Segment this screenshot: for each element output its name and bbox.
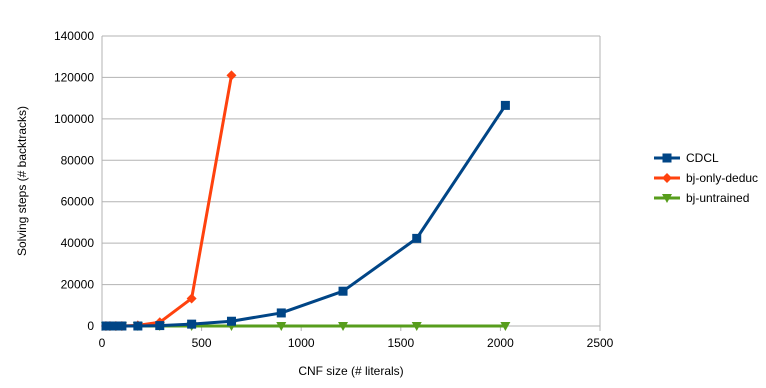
grid-lines <box>102 35 600 327</box>
point-cdcl-3 <box>117 321 127 331</box>
point-bj-untrained-11 <box>500 322 511 331</box>
y-axis-title: Solving steps (# backtracks) <box>15 106 29 256</box>
point-cdcl-9 <box>338 286 348 296</box>
series-bj-only-deduc <box>100 70 237 331</box>
y-tick-label-100000: 100000 <box>54 112 94 126</box>
point-bj-untrained-9 <box>338 322 349 331</box>
legend-item-bj-only-deduc: bj-only-deduc <box>654 171 758 185</box>
legend: CDCL bj-only-deduc bj-untrained <box>654 151 758 205</box>
point-cdcl-1 <box>105 321 115 331</box>
series-line-bj-only-deduc <box>105 75 233 328</box>
point-cdcl-11 <box>500 100 510 110</box>
legend-marker-bj-only-deduc <box>662 173 672 183</box>
legend-label-bj-only-deduc: bj-only-deduc <box>686 171 758 185</box>
y-tick-label-20000: 20000 <box>61 278 95 292</box>
legend-marker-bj-untrained <box>662 194 672 203</box>
point-cdcl-6 <box>187 319 197 329</box>
y-tick-label-80000: 80000 <box>61 153 95 167</box>
series-line-cdcl <box>105 104 507 328</box>
point-cdcl-7 <box>226 316 236 326</box>
point-cdcl-10 <box>412 233 422 243</box>
tick-labels: 0 20000 40000 60000 80000 100000 120000 140000 0… <box>54 29 614 350</box>
point-cdcl-8 <box>276 308 286 318</box>
y-tick-label-40000: 40000 <box>61 236 95 250</box>
legend-item-cdcl: CDCL <box>654 151 719 165</box>
x-axis-title: CNF size (# literals) <box>298 364 403 378</box>
legend-marker-cdcl <box>662 153 672 163</box>
x-tick-label-1500: 1500 <box>387 336 414 350</box>
x-tick-label-2500: 2500 <box>587 336 614 350</box>
legend-label-cdcl: CDCL <box>686 151 719 165</box>
point-bj-untrained-10 <box>411 322 422 331</box>
y-tick-label-120000: 120000 <box>54 70 94 84</box>
point-cdcl-2 <box>111 321 121 331</box>
series-layer <box>100 70 511 331</box>
point-bj-only-deduc-6 <box>186 293 197 304</box>
x-tick-label-1000: 1000 <box>288 336 315 350</box>
legend-label-bj-untrained: bj-untrained <box>686 191 749 205</box>
legend-item-bj-untrained: bj-untrained <box>654 191 749 205</box>
y-tick-label-60000: 60000 <box>61 195 95 209</box>
x-tick-label-0: 0 <box>99 336 106 350</box>
point-cdcl-5 <box>155 321 165 331</box>
y-tick-label-140000: 140000 <box>54 29 94 43</box>
series-cdcl <box>101 100 510 331</box>
point-cdcl-4 <box>133 321 143 331</box>
x-tick-label-2000: 2000 <box>487 336 514 350</box>
x-tick-label-500: 500 <box>192 336 212 350</box>
point-bj-only-deduc-7 <box>226 70 237 81</box>
y-tick-label-0: 0 <box>87 319 94 333</box>
point-bj-untrained-8 <box>276 322 287 331</box>
